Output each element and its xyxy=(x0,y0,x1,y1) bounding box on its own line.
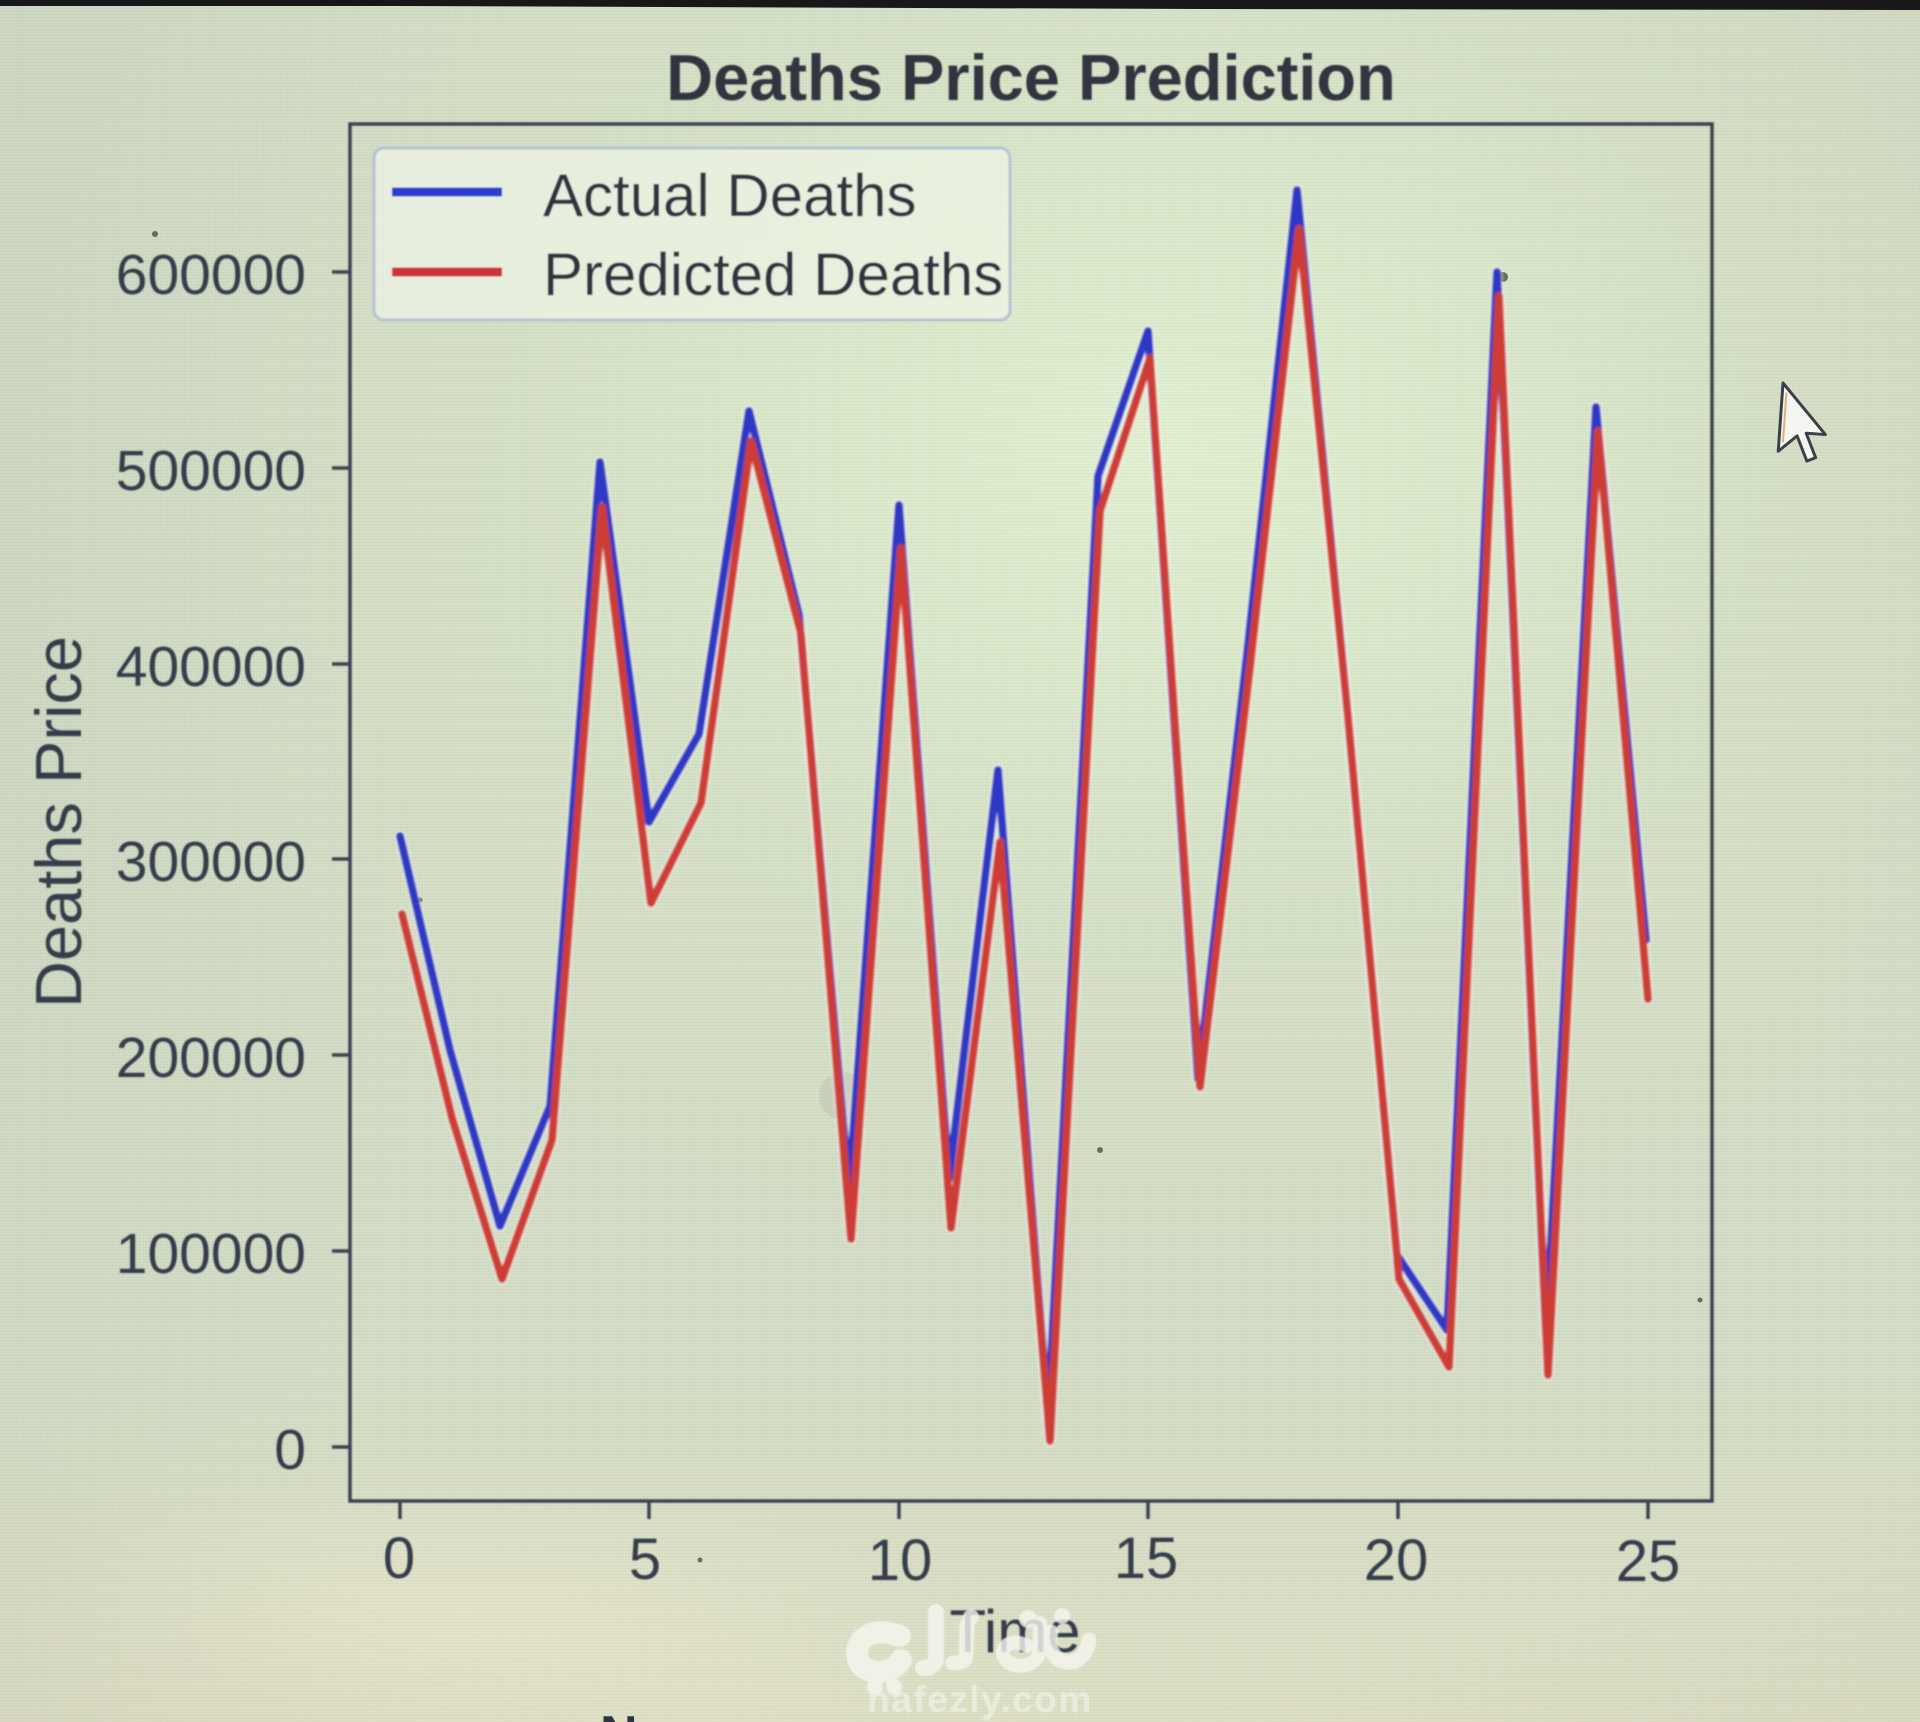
svg-text:20: 20 xyxy=(1364,1528,1429,1593)
svg-text:0: 0 xyxy=(383,1526,415,1591)
svg-text:25: 25 xyxy=(1616,1529,1681,1594)
svg-text:400000: 400000 xyxy=(116,635,306,699)
svg-text:200000: 200000 xyxy=(116,1026,306,1090)
svg-text:Deaths Price Prediction: Deaths Price Prediction xyxy=(666,41,1396,114)
svg-text:nafezly.com: nafezly.com xyxy=(867,1679,1093,1720)
svg-text:0: 0 xyxy=(274,1418,306,1482)
svg-text:300000: 300000 xyxy=(116,830,306,894)
svg-text:Actual Deaths: Actual Deaths xyxy=(543,162,917,229)
svg-text:15: 15 xyxy=(1114,1526,1179,1591)
svg-text:10: 10 xyxy=(868,1528,933,1593)
svg-text:600000: 600000 xyxy=(116,243,306,307)
svg-text:Deaths Price: Deaths Price xyxy=(22,636,95,1008)
svg-text:5: 5 xyxy=(629,1527,661,1592)
svg-text:Predicted Deaths: Predicted Deaths xyxy=(543,241,1003,308)
svg-text:Na: Na xyxy=(600,1706,668,1722)
svg-text:100000: 100000 xyxy=(116,1222,306,1286)
svg-text:500000: 500000 xyxy=(116,439,306,503)
